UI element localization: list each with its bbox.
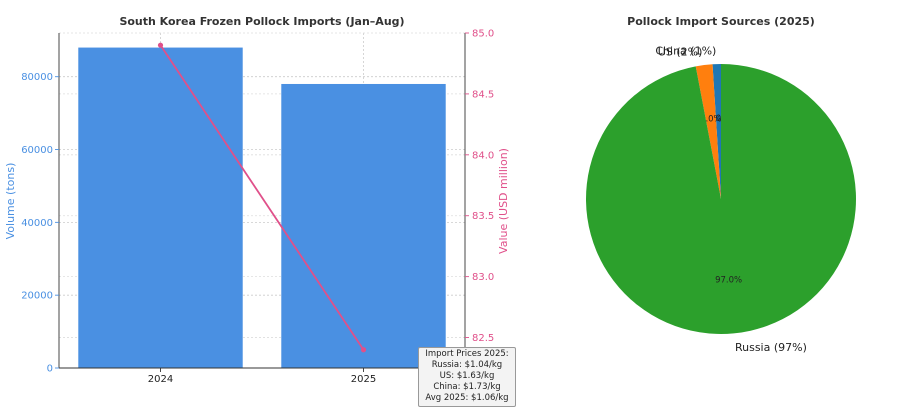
left-tick-label: 60000 bbox=[21, 145, 53, 156]
x-axis-ticks: 2024 2025 bbox=[148, 368, 376, 385]
bar bbox=[78, 47, 243, 368]
bar-series bbox=[78, 47, 446, 368]
bar-chart-title: South Korea Frozen Pollock Imports (Jan–… bbox=[119, 15, 404, 28]
pie-slice bbox=[586, 64, 857, 334]
annotation-line: China: $1.73/kg bbox=[433, 382, 501, 392]
right-tick-label: 83.5 bbox=[472, 211, 494, 222]
pie-percent-label: 2.0% bbox=[700, 115, 722, 125]
line-path bbox=[159, 44, 365, 351]
right-tick-label: 84.5 bbox=[472, 89, 494, 100]
x-tick-label: 2024 bbox=[148, 374, 173, 385]
pie-slice bbox=[695, 64, 721, 199]
line-series bbox=[157, 42, 367, 353]
left-tick-label: 80000 bbox=[21, 72, 53, 83]
annotation-line: Russia: $1.04/kg bbox=[431, 360, 503, 370]
pie-category-label: Russia (97%) bbox=[735, 341, 807, 354]
right-axis-label: Value (USD million) bbox=[497, 148, 510, 254]
price-annotation-box: Import Prices 2025: Russia: $1.04/kg US:… bbox=[418, 347, 516, 407]
pie-percent-label: 97.0% bbox=[715, 276, 742, 286]
annotation-line: US: $1.63/kg bbox=[439, 371, 495, 381]
right-axis-ticks: 82.5 83.0 83.5 84.0 84.5 85.0 bbox=[465, 29, 494, 344]
bar bbox=[281, 83, 446, 368]
right-tick-label: 82.5 bbox=[472, 333, 494, 344]
x-tick-label: 2025 bbox=[351, 374, 376, 385]
left-tick-label: 40000 bbox=[21, 218, 53, 229]
left-axis-ticks: 0 20000 40000 60000 80000 bbox=[21, 72, 59, 375]
pie-category-label: China (1%) bbox=[655, 45, 716, 58]
pie-chart-title: Pollock Import Sources (2025) bbox=[627, 15, 815, 28]
bar-chart-axes bbox=[58, 33, 466, 369]
annotation-line: Avg 2025: $1.06/kg bbox=[425, 393, 509, 403]
right-tick-label: 85.0 bbox=[472, 29, 494, 40]
annotation-line: Import Prices 2025: bbox=[425, 349, 509, 359]
left-tick-label: 20000 bbox=[21, 291, 53, 302]
right-tick-label: 84.0 bbox=[472, 150, 494, 161]
line-point bbox=[360, 347, 367, 353]
left-axis-label: Volume (tons) bbox=[4, 163, 17, 240]
right-tick-label: 83.0 bbox=[472, 272, 494, 283]
line-point bbox=[157, 42, 164, 48]
left-tick-label: 0 bbox=[47, 364, 53, 375]
pie-category-label: US (2%) bbox=[658, 46, 703, 59]
pie-slice bbox=[712, 64, 721, 199]
pie-percent-label: 1.0% bbox=[708, 114, 730, 124]
pie-chart: 1.0% China (1%) 2.0% US (2%) 97.0% Russia (97… bbox=[586, 45, 857, 354]
